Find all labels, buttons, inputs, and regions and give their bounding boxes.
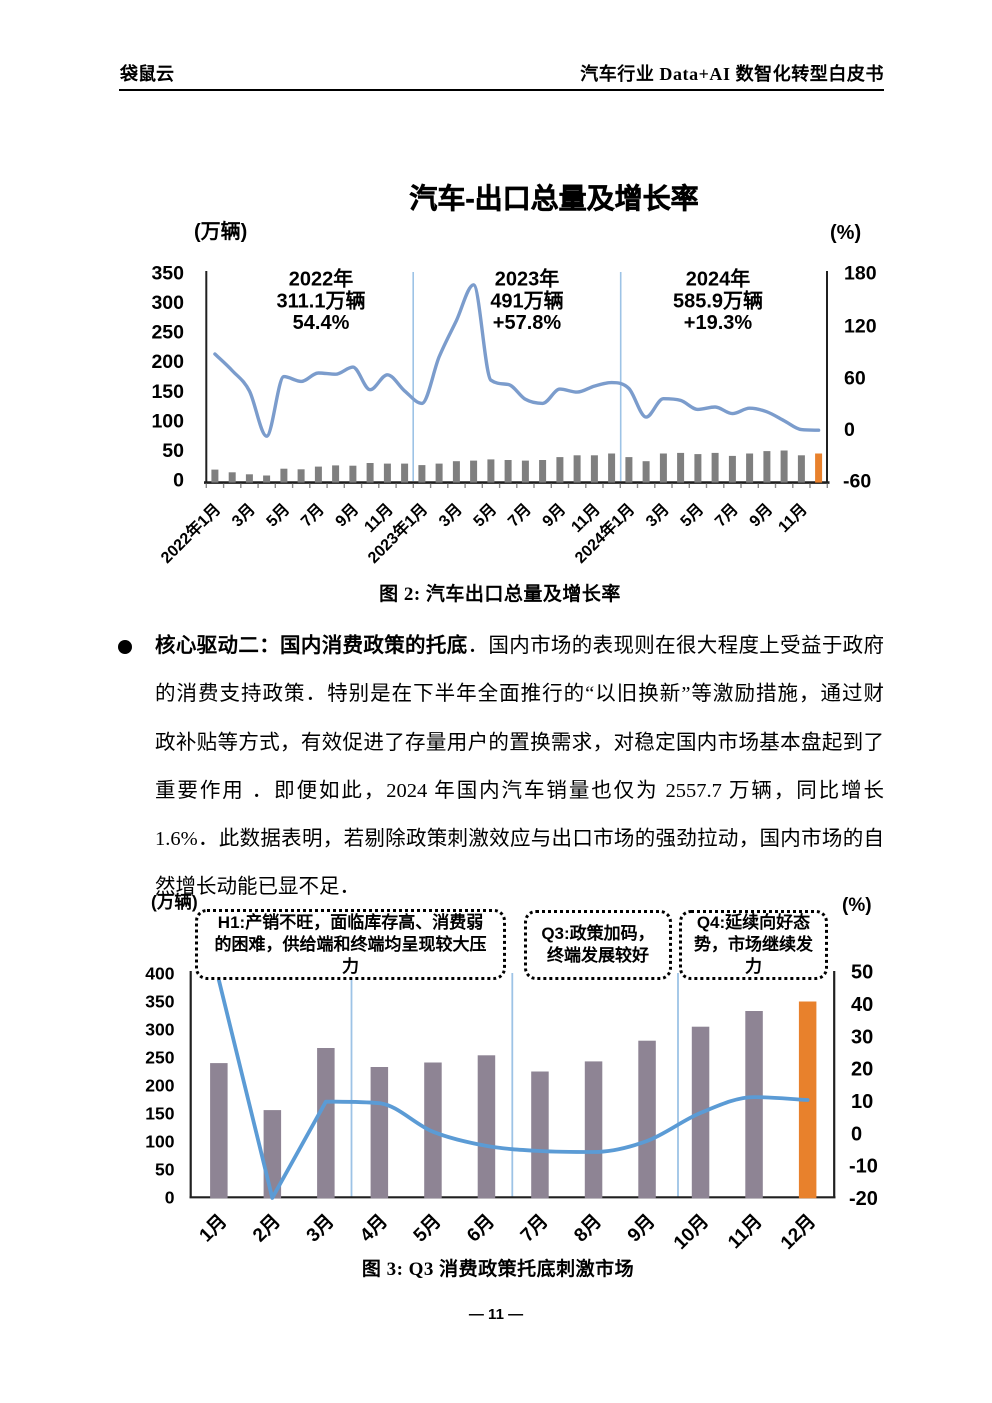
- svg-text:400: 400: [145, 964, 174, 984]
- svg-text:3月: 3月: [642, 500, 672, 530]
- svg-text:350: 350: [151, 262, 184, 284]
- svg-text:311.1万辆: 311.1万辆: [277, 289, 366, 313]
- svg-text:5月: 5月: [410, 1211, 446, 1247]
- svg-text:30: 30: [851, 1026, 873, 1048]
- svg-text:200: 200: [145, 1076, 174, 1096]
- svg-text:0: 0: [851, 1123, 862, 1145]
- svg-text:9月: 9月: [746, 500, 776, 530]
- svg-text:0: 0: [844, 419, 855, 441]
- svg-text:50: 50: [851, 962, 873, 984]
- svg-text:5月: 5月: [263, 500, 293, 530]
- svg-text:6月: 6月: [463, 1211, 499, 1247]
- svg-text:4月: 4月: [356, 1211, 392, 1247]
- svg-text:12月: 12月: [777, 1211, 820, 1254]
- svg-text:(万辆): (万辆): [151, 892, 198, 912]
- svg-text:585.9万辆: 585.9万辆: [673, 289, 763, 313]
- svg-text:11月: 11月: [775, 500, 811, 536]
- svg-text:2023年: 2023年: [495, 267, 560, 291]
- svg-text:2022年1月: 2022年1月: [157, 499, 225, 567]
- svg-text:7月: 7月: [504, 500, 534, 530]
- svg-text:60: 60: [844, 368, 866, 390]
- svg-text:1月: 1月: [196, 1211, 232, 1247]
- svg-text:9月: 9月: [624, 1211, 660, 1247]
- svg-text:3月: 3月: [303, 1211, 339, 1247]
- svg-text:(%): (%): [830, 222, 861, 244]
- svg-text:120: 120: [844, 316, 877, 338]
- svg-text:7月: 7月: [517, 1211, 553, 1247]
- svg-text:3月: 3月: [228, 500, 258, 530]
- svg-text:5月: 5月: [677, 500, 707, 530]
- svg-text:250: 250: [151, 322, 184, 344]
- svg-text:7月: 7月: [711, 500, 741, 530]
- svg-text:40: 40: [851, 994, 873, 1016]
- svg-text:20: 20: [851, 1059, 873, 1081]
- svg-text:491万辆: 491万辆: [490, 289, 563, 313]
- svg-text:150: 150: [151, 381, 184, 403]
- svg-text:5月: 5月: [470, 500, 500, 530]
- svg-text:100: 100: [145, 1132, 174, 1152]
- svg-text:10: 10: [851, 1091, 873, 1113]
- svg-text:2024年: 2024年: [686, 267, 751, 291]
- svg-text:11月: 11月: [724, 1211, 766, 1253]
- svg-text:+57.8%: +57.8%: [493, 312, 562, 334]
- svg-text:50: 50: [162, 440, 184, 462]
- svg-text:150: 150: [145, 1104, 174, 1124]
- svg-text:0: 0: [165, 1188, 175, 1208]
- svg-text:250: 250: [145, 1048, 174, 1068]
- svg-text:50: 50: [155, 1160, 175, 1180]
- svg-text:(万辆): (万辆): [194, 219, 247, 243]
- svg-text:9月: 9月: [539, 500, 569, 530]
- svg-text:+19.3%: +19.3%: [684, 312, 753, 334]
- svg-text:7月: 7月: [297, 500, 327, 530]
- svg-text:(%): (%): [842, 895, 872, 916]
- svg-text:-60: -60: [843, 471, 871, 493]
- svg-text:180: 180: [844, 262, 877, 284]
- svg-text:0: 0: [173, 470, 184, 492]
- svg-text:10月: 10月: [670, 1211, 713, 1254]
- svg-text:300: 300: [151, 292, 184, 314]
- svg-text:54.4%: 54.4%: [293, 312, 350, 334]
- svg-text:汽车-出口总量及增长率: 汽车-出口总量及增长率: [409, 182, 698, 214]
- svg-text:2月: 2月: [249, 1211, 285, 1247]
- svg-text:-10: -10: [849, 1156, 878, 1178]
- svg-text:2022年: 2022年: [289, 267, 354, 291]
- svg-text:350: 350: [145, 992, 174, 1012]
- svg-text:8月: 8月: [570, 1211, 606, 1247]
- svg-text:100: 100: [151, 410, 184, 432]
- svg-text:-20: -20: [849, 1188, 878, 1210]
- svg-text:9月: 9月: [332, 500, 362, 530]
- svg-text:300: 300: [145, 1020, 174, 1040]
- svg-text:3月: 3月: [435, 500, 465, 530]
- svg-text:200: 200: [151, 351, 184, 373]
